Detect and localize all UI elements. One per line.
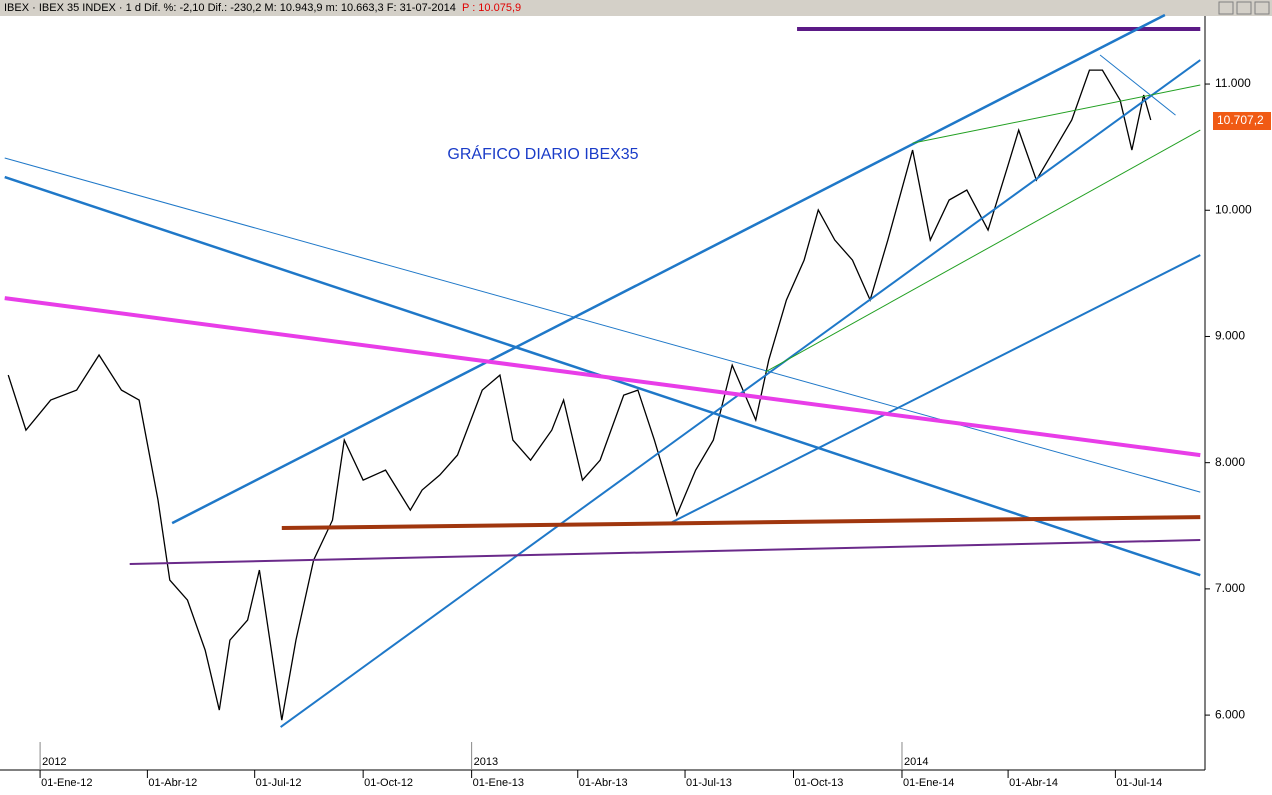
trend-line [912, 84, 1201, 144]
trend-line [1099, 54, 1176, 116]
x-tick-label: 01-Ene-12 [41, 777, 92, 789]
header-price: P : 10.075,9 [462, 2, 521, 14]
trend-line [171, 13, 1166, 525]
x-tick-label: 01-Ene-14 [903, 777, 954, 789]
year-label: 2012 [42, 756, 66, 768]
year-label: 2014 [904, 756, 928, 768]
y-tick-label: 8.000 [1215, 455, 1245, 469]
last-price-label: 10.707,2 [1217, 113, 1264, 127]
trend-line [764, 129, 1201, 373]
y-tick-label: 7.000 [1215, 581, 1245, 595]
year-label: 2013 [474, 756, 498, 768]
x-tick-label: 01-Oct-13 [795, 777, 844, 789]
y-tick-label: 10.000 [1215, 202, 1252, 216]
window-buttons [1218, 1, 1270, 15]
x-tick-label: 01-Ene-13 [473, 777, 524, 789]
x-tick-label: 01-Jul-13 [686, 777, 732, 789]
x-tick-label: 01-Abr-14 [1009, 777, 1058, 789]
trend-line [671, 254, 1201, 524]
chart-title: GRÁFICO DIARIO IBEX35 [447, 144, 638, 163]
y-tick-label: 9.000 [1215, 329, 1245, 343]
y-tick-label: 11.000 [1215, 76, 1251, 90]
y-tick-label: 6.000 [1215, 707, 1245, 721]
x-tick-label: 01-Jul-12 [256, 777, 302, 789]
x-tick-label: 01-Abr-12 [148, 777, 197, 789]
trend-line [4, 296, 1201, 458]
x-tick-label: 01-Abr-13 [579, 777, 628, 789]
x-tick-label: 01-Oct-12 [364, 777, 413, 789]
maximize-button[interactable] [1236, 1, 1252, 15]
minimize-button[interactable] [1218, 1, 1234, 15]
header-info: IBEX · IBEX 35 INDEX · 1 d Dif. %: -2,10… [4, 2, 456, 14]
last-price-tag [1213, 111, 1271, 130]
trend-line [4, 157, 1201, 493]
trend-line [129, 539, 1201, 566]
header-bar [0, 0, 1272, 16]
close-button[interactable] [1254, 1, 1270, 15]
price-line [7, 69, 1152, 721]
x-tick-label: 01-Jul-14 [1116, 777, 1162, 789]
trend-line [281, 515, 1201, 531]
